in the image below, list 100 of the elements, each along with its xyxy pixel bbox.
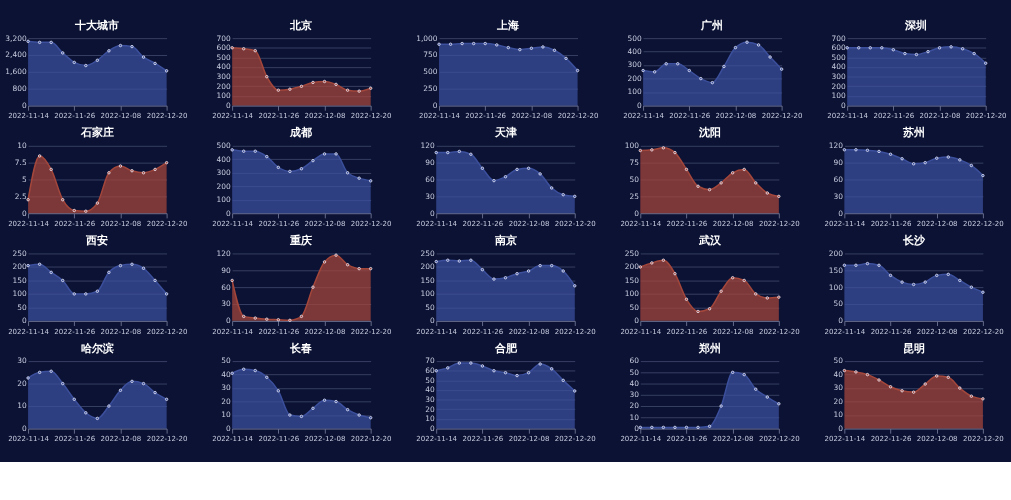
- y-tick-label: 400: [216, 62, 231, 72]
- point: [969, 285, 973, 289]
- point: [72, 397, 76, 401]
- y-tick-label: 150: [828, 265, 844, 275]
- y-tick-label: 0: [430, 423, 436, 433]
- y-tick-label: 150: [420, 275, 436, 285]
- y-tick-label: 750: [423, 50, 438, 60]
- y-tick-label: 0: [430, 316, 436, 326]
- point: [742, 372, 746, 377]
- point: [653, 70, 657, 74]
- point: [61, 381, 65, 386]
- y-tick-label: 50: [425, 302, 436, 312]
- point: [480, 364, 485, 368]
- point: [891, 48, 895, 52]
- point: [357, 267, 361, 271]
- point: [311, 159, 315, 163]
- point: [707, 307, 712, 311]
- point: [446, 258, 450, 262]
- point: [38, 262, 42, 266]
- point: [265, 317, 269, 321]
- point: [865, 372, 870, 377]
- point: [937, 46, 942, 50]
- y-tick-label: 60: [221, 282, 231, 292]
- point: [253, 316, 257, 320]
- y-tick-label: 50: [833, 356, 844, 366]
- point: [165, 397, 169, 401]
- y-tick-label: 200: [216, 181, 231, 191]
- point: [95, 58, 99, 62]
- y-tick-label: 200: [831, 81, 847, 91]
- point: [469, 258, 473, 262]
- point: [868, 46, 872, 50]
- point: [935, 156, 939, 160]
- y-tick-label: 250: [423, 84, 438, 94]
- point: [242, 47, 246, 51]
- point: [434, 150, 438, 155]
- y-tick-label: 60: [425, 366, 436, 376]
- point: [437, 42, 441, 46]
- point: [719, 289, 723, 293]
- point: [949, 45, 953, 49]
- point: [299, 414, 304, 418]
- y-tick-label: 10: [833, 410, 844, 420]
- y-tick-label: 250: [12, 248, 27, 258]
- point: [754, 181, 758, 185]
- y-tick-label: 50: [833, 299, 844, 309]
- y-tick-label: 0: [838, 316, 844, 326]
- y-tick-label: 100: [216, 91, 231, 101]
- point: [480, 268, 485, 272]
- point: [529, 46, 534, 50]
- point: [722, 64, 726, 69]
- y-tick-label: 120: [828, 141, 844, 151]
- point: [311, 80, 315, 85]
- chart-title: 沈阳: [697, 126, 721, 140]
- y-tick-label: 60: [425, 174, 436, 184]
- y-tick-label: 10: [17, 401, 27, 411]
- point: [972, 51, 976, 56]
- y-tick-label: 90: [425, 158, 436, 167]
- point: [503, 175, 508, 179]
- y-tick-label: 100: [420, 289, 436, 299]
- chart-title: 长沙: [901, 234, 926, 248]
- point: [935, 374, 939, 378]
- point: [877, 263, 881, 267]
- y-tick-label: 200: [12, 262, 27, 272]
- y-tick-label: 90: [221, 265, 231, 275]
- y-tick-label: 60: [629, 356, 640, 366]
- point: [550, 186, 554, 190]
- y-tick-label: 50: [221, 356, 231, 366]
- y-tick-label: 600: [216, 43, 231, 53]
- point: [515, 373, 519, 378]
- point: [230, 278, 234, 283]
- point: [492, 369, 496, 373]
- point: [345, 171, 350, 175]
- point: [900, 280, 904, 284]
- point: [733, 45, 738, 50]
- point: [742, 278, 746, 283]
- y-tick-label: 700: [831, 33, 847, 43]
- point: [469, 361, 473, 365]
- y-tick-label: 70: [425, 356, 436, 366]
- point: [288, 413, 292, 417]
- y-tick-label: 50: [629, 174, 640, 184]
- point: [641, 68, 645, 73]
- point: [661, 425, 666, 430]
- y-tick-label: 800: [12, 84, 27, 94]
- point: [448, 42, 453, 46]
- point: [345, 88, 350, 92]
- point: [165, 161, 169, 165]
- point: [696, 184, 700, 188]
- chart-title: 昆明: [902, 341, 925, 355]
- y-tick-label: 300: [216, 72, 231, 82]
- point: [446, 150, 450, 155]
- point: [754, 292, 758, 296]
- point: [673, 272, 677, 276]
- point: [265, 375, 269, 379]
- point: [561, 378, 565, 382]
- chart-title: 上海: [496, 18, 520, 32]
- point: [673, 425, 677, 430]
- point: [265, 75, 269, 79]
- point: [165, 292, 169, 296]
- y-tick-label: 0: [225, 423, 231, 433]
- chart-title: 重庆: [289, 234, 313, 248]
- point: [299, 314, 304, 318]
